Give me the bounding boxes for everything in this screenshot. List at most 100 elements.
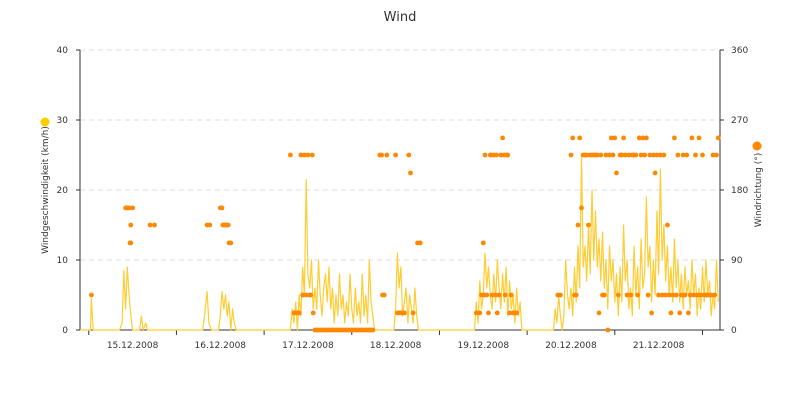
wind-direction-point	[628, 292, 633, 298]
x-tick-label: 18.12.2008	[370, 341, 422, 351]
wind-direction-point	[558, 292, 563, 298]
wind-direction-point	[698, 292, 704, 298]
wind-direction-point	[658, 152, 663, 158]
left-tick-label: 10	[57, 256, 69, 266]
wind-direction-point	[147, 222, 153, 228]
wind-direction-point	[670, 292, 676, 298]
wind-direction-point	[680, 152, 686, 158]
wind-speed-series	[80, 154, 719, 331]
x-tick-label: 19.12.2008	[458, 341, 510, 351]
wind-direction-point	[575, 222, 581, 228]
wind-direction-point	[677, 310, 683, 316]
wind-direction-point	[652, 170, 658, 176]
chart-title: Wind	[384, 10, 417, 25]
wind-direction-point	[130, 205, 136, 211]
wind-direction-point	[408, 170, 413, 176]
wind-direction-point	[696, 135, 702, 141]
x-tick-label: 20.12.2008	[545, 341, 597, 351]
wind-direction-point	[647, 152, 653, 158]
wind-direction-point	[687, 292, 693, 298]
wind-direction-point	[228, 240, 234, 246]
wind-direction-point	[152, 222, 157, 228]
wind-direction-point	[672, 135, 677, 141]
wind-direction-point	[712, 292, 718, 298]
wind-direction-series	[89, 135, 721, 333]
wind-direction-point	[645, 292, 651, 298]
wind-direction-point	[300, 292, 306, 298]
wind-direction-point	[570, 135, 576, 141]
wind-direction-point	[309, 152, 315, 158]
wind-direction-point	[642, 152, 647, 158]
wind-direction-point	[305, 152, 311, 158]
wind-direction-point	[302, 152, 307, 158]
wind-direction-point	[607, 152, 612, 158]
wind-direction-point	[715, 135, 721, 141]
x-tick-label: 16.12.2008	[195, 341, 247, 351]
wind-direction-point	[640, 135, 646, 141]
left-axis-title: Windgeschwindigkeit (km/h)	[41, 126, 51, 254]
wind-direction-point	[489, 292, 495, 298]
wind-direction-point	[484, 292, 490, 298]
wind-direction-point	[656, 292, 661, 298]
x-tick-label: 17.12.2008	[282, 341, 334, 351]
wind-direction-point	[601, 292, 607, 298]
wind-direction-point	[303, 292, 309, 298]
wind-direction-point	[638, 152, 644, 158]
wind-direction-point	[514, 310, 519, 316]
right-tick-label: 0	[731, 326, 737, 336]
wind-direction-point	[651, 152, 656, 158]
wind-direction-point	[598, 152, 604, 158]
wind-direction-point	[128, 222, 134, 228]
wind-direction-point	[393, 152, 398, 158]
right-tick-label: 180	[731, 186, 748, 196]
left-tick-label: 20	[57, 186, 69, 196]
wind-direction-point	[659, 292, 665, 298]
wind-direction-point	[673, 292, 679, 298]
wind-direction-point	[710, 152, 716, 158]
wind-direction-point	[608, 135, 614, 141]
right-tick-label: 270	[731, 116, 748, 126]
wind-direction-point	[473, 310, 479, 316]
wind-direction-point	[619, 152, 625, 158]
wind-direction-point	[663, 292, 668, 298]
wind-direction-point	[654, 152, 660, 158]
left-axis-title-group: Windgeschwindigkeit (km/h)	[41, 126, 51, 254]
wind-direction-point	[89, 292, 94, 298]
wind-direction-point	[508, 292, 514, 298]
x-tick-label: 21.12.2008	[633, 341, 685, 351]
wind-direction-point	[610, 152, 616, 158]
wind-direction-point	[496, 292, 502, 298]
wind-direction-point	[691, 292, 697, 298]
wind-direction-point	[668, 310, 674, 316]
wind-direction-point	[296, 310, 302, 316]
wind-direction-point	[500, 135, 505, 141]
wind-direction-point	[635, 292, 640, 298]
right-tick-label: 360	[731, 46, 748, 56]
wind-direction-point	[689, 135, 695, 141]
right-axis-marker	[752, 141, 762, 151]
wind-direction-point	[649, 310, 654, 316]
wind-direction-point	[644, 135, 649, 141]
wind-direction-point	[665, 222, 670, 228]
wind-direction-point	[661, 152, 667, 158]
wind-direction-point	[714, 152, 719, 158]
left-tick-label: 0	[62, 326, 68, 336]
wind-direction-point	[700, 152, 705, 158]
wind-direction-point	[480, 240, 486, 246]
wind-direction-point	[636, 135, 642, 141]
x-axis-ticks: 15.12.2008 16.12.2008 17.12.2008 18.12.2008…	[88, 330, 703, 351]
wind-direction-point	[310, 310, 316, 316]
x-tick-label: 15.12.2008	[107, 341, 159, 351]
wind-direction-point	[605, 327, 611, 333]
wind-direction-point	[594, 152, 600, 158]
wind-direction-point	[708, 292, 714, 298]
wind-direction-point	[612, 135, 618, 141]
wind-direction-point	[370, 327, 376, 333]
right-tick-label: 90	[731, 256, 743, 266]
wind-direction-point	[505, 152, 511, 158]
wind-direction-point	[417, 240, 423, 246]
wind-direction-point	[621, 135, 626, 141]
wind-direction-point	[494, 310, 500, 316]
wind-direction-point	[381, 292, 387, 298]
left-tick-label: 30	[57, 116, 69, 126]
